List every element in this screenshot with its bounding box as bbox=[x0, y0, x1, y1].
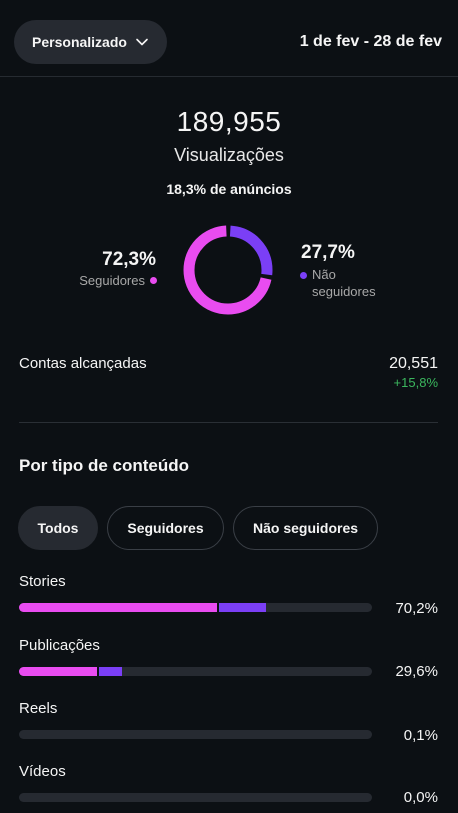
ads-share: 18,3% de anúncios bbox=[166, 181, 292, 197]
row-label-reels: Reels bbox=[19, 700, 58, 717]
filter-chip-todos[interactable]: Todos bbox=[18, 506, 98, 550]
row-label-publicacoes: Publicações bbox=[19, 637, 100, 654]
bar-videos bbox=[19, 793, 372, 802]
period-label: Personalizado bbox=[32, 34, 127, 50]
bar-publicacoes bbox=[19, 667, 372, 676]
row-pct-videos: 0,0% bbox=[403, 789, 438, 806]
section-title: Por tipo de conteúdo bbox=[19, 456, 189, 475]
non-followers-percentage: 27,7% bbox=[301, 242, 355, 263]
followers-percentage: 72,3% bbox=[102, 249, 156, 270]
row-label-videos: Vídeos bbox=[19, 763, 66, 780]
date-range: 1 de fev - 28 de fev bbox=[299, 33, 442, 50]
row-pct-stories: 70,2% bbox=[395, 600, 438, 617]
donut-followers-arc bbox=[183, 225, 273, 315]
views-count: 189,955 bbox=[176, 106, 282, 137]
filter-chips: Todos Seguidores Não seguidores bbox=[18, 506, 378, 550]
filter-chip-seguidores[interactable]: Seguidores bbox=[107, 506, 224, 550]
accounts-reached-value: 20,551 bbox=[389, 355, 438, 372]
bar-stories-non-followers bbox=[217, 603, 266, 612]
divider bbox=[19, 422, 438, 423]
bar-publicacoes-non-followers bbox=[97, 667, 122, 676]
purple-dot-icon bbox=[300, 272, 307, 279]
row-pct-publicacoes: 29,6% bbox=[395, 663, 438, 680]
bar-publicacoes-followers bbox=[19, 667, 97, 676]
non-followers-legend: Não seguidores bbox=[300, 266, 376, 300]
bar-stories bbox=[19, 603, 372, 612]
donut-non-followers-arc bbox=[183, 225, 273, 315]
header-bar bbox=[0, 0, 458, 77]
bar-stories-followers bbox=[19, 603, 217, 612]
bar-reels bbox=[19, 730, 372, 739]
audience-donut-chart bbox=[183, 225, 273, 315]
period-dropdown-button[interactable]: Personalizado bbox=[14, 20, 167, 64]
row-pct-reels: 0,1% bbox=[403, 727, 438, 744]
accounts-reached-change: +15,8% bbox=[393, 375, 438, 390]
accounts-reached-label: Contas alcançadas bbox=[19, 355, 147, 372]
pink-dot-icon bbox=[150, 277, 157, 284]
filter-chip-nao-seguidores[interactable]: Não seguidores bbox=[233, 506, 378, 550]
chevron-down-icon bbox=[136, 38, 148, 46]
non-followers-legend-line2: seguidores bbox=[312, 284, 376, 299]
row-label-stories: Stories bbox=[19, 573, 66, 590]
followers-legend-label: Seguidores bbox=[79, 273, 145, 288]
non-followers-legend-line1: Não bbox=[312, 267, 336, 282]
followers-legend: Seguidores bbox=[79, 273, 157, 288]
views-label: Visualizações bbox=[174, 145, 284, 165]
